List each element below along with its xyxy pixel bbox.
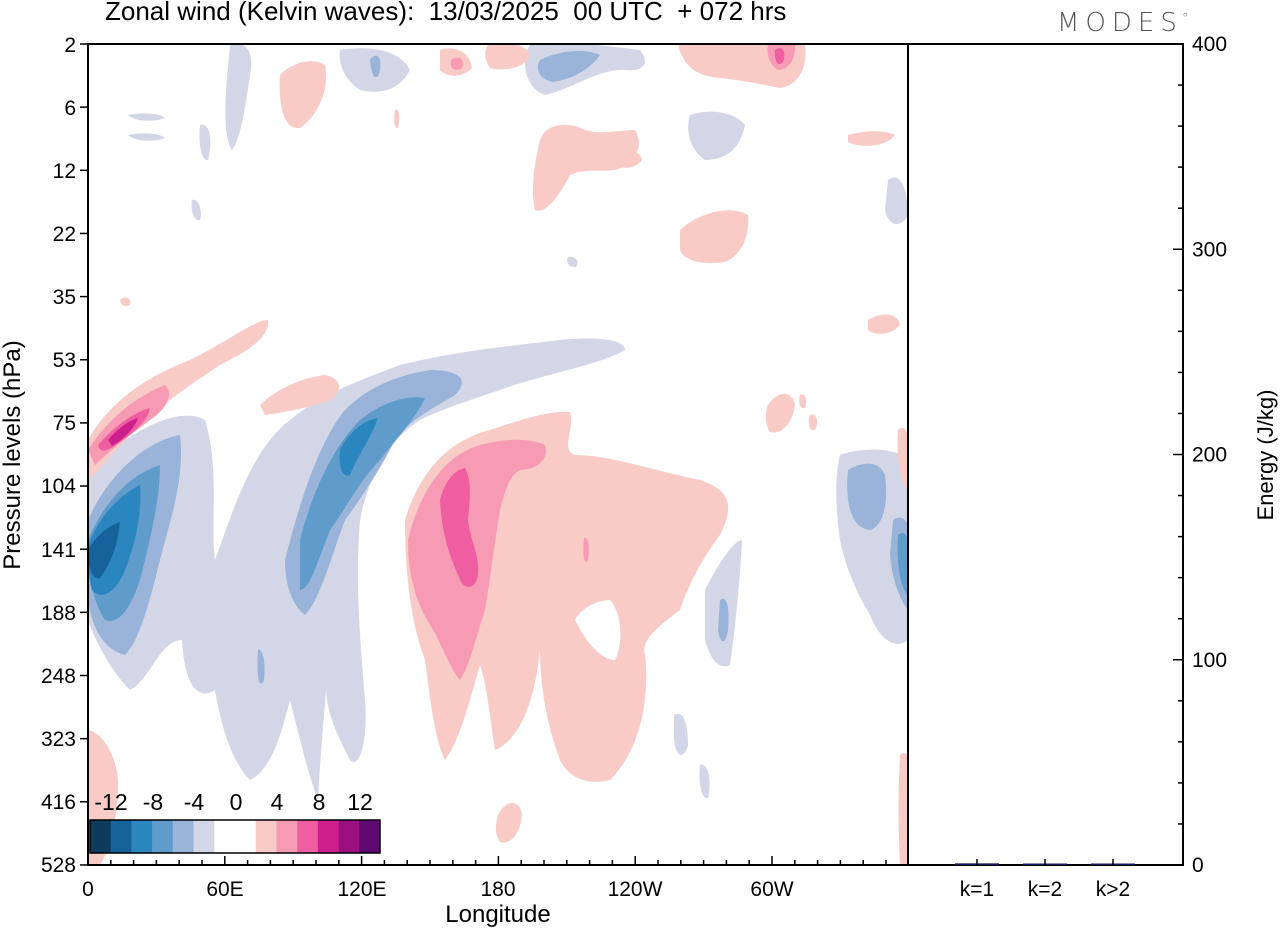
y-tick-label: 12 — [53, 160, 76, 183]
y-tick-label: 53 — [53, 349, 76, 372]
energy-x-label: k=1 — [960, 878, 994, 901]
colorbar-swatch — [297, 820, 319, 853]
colorbar-label: 4 — [271, 789, 284, 815]
colorbar-swatch — [276, 820, 298, 853]
energy-tick-label: 0 — [1192, 854, 1204, 877]
colorbar-swatch — [338, 820, 360, 853]
energy-x-labels: k=1 k=2 k>2 — [960, 878, 1130, 901]
colorbar-swatch — [172, 820, 194, 853]
energy-frame — [907, 43, 1184, 866]
colorbar-swatch — [359, 820, 381, 853]
modes-logo: MODES○ — [1057, 8, 1188, 38]
x-tick-label: 120E — [337, 878, 386, 901]
x-tick-label: 120W — [608, 878, 663, 901]
y-tick-label: 188 — [41, 602, 76, 625]
energy-bars — [955, 859, 1135, 865]
x-tick-label: 0 — [82, 878, 94, 901]
energy-x-label: k>2 — [1096, 878, 1130, 901]
y-tick-label: 2 — [64, 34, 76, 57]
x-tick-label: 60W — [750, 878, 793, 901]
y-tick-label: 104 — [41, 475, 76, 498]
y-tick-label: 528 — [41, 854, 76, 877]
colorbar-label: -4 — [184, 789, 205, 815]
colorbar-swatch — [193, 820, 215, 853]
colorbar-label: 12 — [347, 789, 373, 815]
energy-tick-labels: 0 100 200 300 400 — [1192, 33, 1227, 877]
colorbar-swatch — [214, 820, 236, 853]
colorbar-label: 0 — [230, 789, 243, 815]
energy-tick-label: 200 — [1192, 444, 1227, 467]
y-tick-label: 323 — [41, 728, 76, 751]
colorbar-swatch — [110, 820, 132, 853]
energy-tick-label: 300 — [1192, 238, 1227, 261]
y-axis-ticks — [80, 43, 88, 866]
colorbar-swatch — [152, 820, 174, 853]
energy-x-label: k=2 — [1028, 878, 1062, 901]
y-tick-label: 416 — [41, 791, 76, 814]
y-tick-label: 22 — [53, 223, 76, 246]
colorbar-labels: -12 -8 -4 0 4 8 12 — [94, 789, 372, 815]
colorbar-label: -12 — [94, 789, 127, 815]
colorbar-label: -8 — [143, 789, 163, 815]
y-tick-label: 6 — [64, 97, 76, 120]
energy-axis-label: Energy (J/kg) — [1253, 390, 1278, 521]
y-tick-label: 248 — [41, 665, 76, 688]
x-tick-label: 180 — [480, 878, 515, 901]
y-tick-label: 141 — [41, 539, 76, 562]
energy-tick-label: 400 — [1192, 33, 1227, 56]
colorbar-label: 8 — [313, 789, 326, 815]
energy-tick-label: 100 — [1192, 649, 1227, 672]
y-tick-labels: 2 6 12 22 35 53 75 104 141 188 248 323 4… — [41, 34, 76, 877]
y-axis-label: Pressure levels (hPa) — [0, 340, 26, 569]
contour-pos-very-strong — [108, 418, 138, 446]
x-tick-label: 60E — [206, 878, 243, 901]
contour-neg-extreme — [88, 522, 120, 579]
colorbar-swatch — [255, 820, 277, 853]
colorbar-frame — [89, 819, 381, 854]
x-tick-labels: 0 60E 120E 180 120W 60W — [82, 878, 794, 901]
colorbar-swatch — [317, 820, 339, 853]
colorbar-swatch — [235, 820, 257, 853]
y-tick-label: 35 — [53, 286, 76, 309]
colorbar-swatch — [131, 820, 153, 853]
x-axis-label: Longitude — [445, 901, 550, 928]
heatmap-contours — [88, 44, 908, 865]
colorbar-swatch — [90, 820, 112, 853]
colorbar — [89, 819, 381, 854]
x-axis-ticks — [87, 856, 887, 865]
chart-title: Zonal wind (Kelvin waves): 13/03/2025 00… — [105, 0, 787, 26]
energy-axis-ticks — [1173, 43, 1183, 866]
y-tick-label: 75 — [53, 412, 76, 435]
